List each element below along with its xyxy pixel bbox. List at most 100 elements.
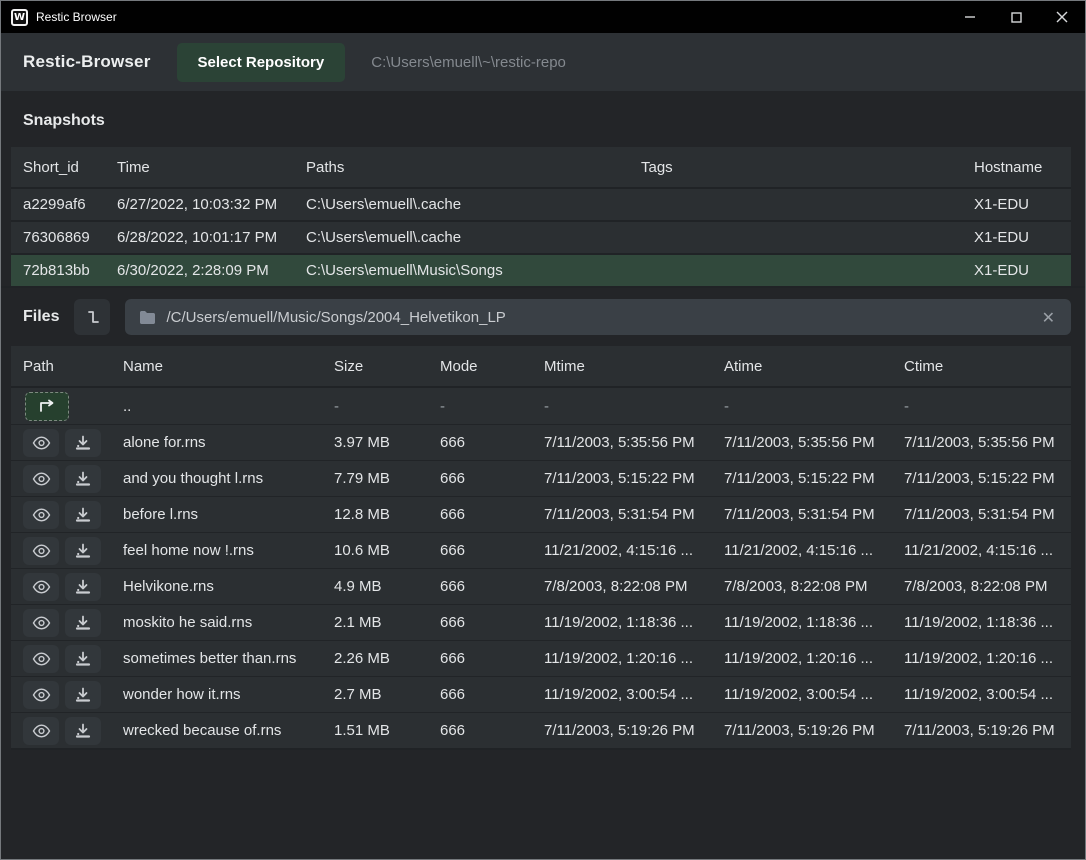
file-mtime: 7/11/2003, 5:35:56 PM (544, 434, 695, 451)
snapshots-title: Snapshots (23, 112, 105, 129)
file-mode: 666 (440, 506, 466, 523)
file-row[interactable]: wonder how it.rns 2.7 MB 666 11/19/2002,… (11, 676, 1071, 712)
select-repository-button[interactable]: Select Repository (176, 42, 346, 82)
snapshot-paths: C:\Users\emuell\Music\Songs (306, 262, 503, 279)
file-size: 3.97 MB (334, 434, 390, 451)
eye-icon (32, 507, 50, 522)
file-name: Helvikone.rns (123, 578, 214, 595)
preview-file-button[interactable] (23, 716, 59, 745)
preview-file-button[interactable] (23, 464, 59, 493)
file-atime: 7/11/2003, 5:19:26 PM (724, 722, 875, 739)
file-mtime: - (544, 397, 549, 415)
file-size: 2.1 MB (334, 614, 382, 631)
file-mtime: 7/11/2003, 5:31:54 PM (544, 506, 695, 523)
file-name: and you thought l.rns (123, 470, 264, 487)
download-file-button[interactable] (65, 644, 101, 673)
preview-file-button[interactable] (23, 608, 59, 637)
file-mode: 666 (440, 722, 466, 739)
column-header-size: Size (334, 357, 364, 375)
file-mode: - (440, 397, 445, 415)
up-directory-arrow-icon (40, 399, 54, 412)
clear-path-button[interactable]: ✕ (1041, 307, 1055, 327)
file-atime: 11/21/2002, 4:15:16 ... (724, 542, 874, 559)
column-header-mtime: Mtime (544, 357, 585, 375)
close-button[interactable] (1039, 1, 1085, 33)
download-file-button[interactable] (65, 464, 101, 493)
repository-path: C:\Users\emuell\~\restic-repo (371, 53, 566, 71)
column-header-hostname: Hostname (974, 158, 1043, 176)
download-file-button[interactable] (65, 572, 101, 601)
download-icon (75, 651, 91, 666)
titlebar: W Restic Browser (1, 1, 1085, 33)
preview-file-button[interactable] (23, 428, 59, 457)
snapshot-hostname: X1-EDU (974, 196, 1030, 213)
snapshot-short-id: 76306869 (23, 229, 90, 246)
file-ctime: 7/11/2003, 5:31:54 PM (904, 506, 1055, 523)
file-row[interactable]: feel home now !.rns 10.6 MB 666 11/21/20… (11, 532, 1071, 568)
file-row[interactable]: Helvikone.rns 4.9 MB 666 7/8/2003, 8:22:… (11, 568, 1071, 604)
file-mtime: 7/11/2003, 5:19:26 PM (544, 722, 695, 739)
files-title: Files (23, 308, 60, 325)
preview-file-button[interactable] (23, 572, 59, 601)
maximize-icon (1010, 11, 1022, 23)
file-mode: 666 (440, 470, 466, 487)
file-row[interactable]: before l.rns 12.8 MB 666 7/11/2003, 5:31… (11, 496, 1071, 532)
file-ctime: 7/11/2003, 5:19:26 PM (904, 722, 1055, 739)
snapshot-row-selected[interactable]: 72b813bb 6/30/2022, 2:28:09 PM C:\Users\… (11, 253, 1071, 286)
file-size: 4.9 MB (334, 578, 382, 595)
file-name: before l.rns (123, 506, 199, 523)
file-atime: 7/11/2003, 5:35:56 PM (724, 434, 875, 451)
file-size: - (334, 397, 339, 415)
eye-icon (32, 651, 50, 666)
file-mtime: 11/21/2002, 4:15:16 ... (544, 542, 694, 559)
preview-file-button[interactable] (23, 500, 59, 529)
file-name: sometimes better than.rns (123, 650, 297, 667)
window-title: Restic Browser (36, 10, 117, 24)
eye-icon (32, 579, 50, 594)
file-mode: 666 (440, 686, 466, 703)
file-atime: 11/19/2002, 3:00:54 ... (724, 686, 874, 703)
download-file-button[interactable] (65, 608, 101, 637)
download-file-button[interactable] (65, 680, 101, 709)
download-file-button[interactable] (65, 428, 101, 457)
preview-file-button[interactable] (23, 536, 59, 565)
eye-icon (32, 687, 50, 702)
file-ctime: 11/19/2002, 1:18:36 ... (904, 614, 1054, 631)
tree-mode-toggle-button[interactable] (74, 299, 111, 335)
file-row[interactable]: alone for.rns 3.97 MB 666 7/11/2003, 5:3… (11, 424, 1071, 460)
maximize-button[interactable] (993, 1, 1039, 33)
snapshot-hostname: X1-EDU (974, 229, 1030, 246)
file-mtime: 11/19/2002, 1:20:16 ... (544, 650, 694, 667)
app-title: Restic-Browser (23, 52, 151, 71)
files-path-input[interactable]: /C/Users/emuell/Music/Songs/2004_Helveti… (125, 299, 1071, 335)
file-atime: 7/11/2003, 5:15:22 PM (724, 470, 875, 487)
preview-file-button[interactable] (23, 644, 59, 673)
file-row[interactable]: and you thought l.rns 7.79 MB 666 7/11/2… (11, 460, 1071, 496)
file-name: alone for.rns (123, 434, 206, 451)
eye-icon (32, 471, 50, 486)
file-mtime: 11/19/2002, 1:18:36 ... (544, 614, 694, 631)
parent-directory-row[interactable]: .. - - - - - (11, 386, 1071, 424)
download-icon (75, 471, 91, 486)
file-ctime: 11/21/2002, 4:15:16 ... (904, 542, 1054, 559)
snapshot-row[interactable]: a2299af6 6/27/2022, 10:03:32 PM C:\Users… (11, 187, 1071, 220)
file-row[interactable]: wrecked because of.rns 1.51 MB 666 7/11/… (11, 712, 1071, 748)
go-up-directory-button[interactable] (25, 391, 69, 421)
file-size: 7.79 MB (334, 470, 390, 487)
download-file-button[interactable] (65, 500, 101, 529)
minimize-button[interactable] (947, 1, 993, 33)
file-atime: 7/11/2003, 5:31:54 PM (724, 506, 875, 523)
file-mtime: 7/8/2003, 8:22:08 PM (544, 578, 688, 595)
folder-icon (140, 310, 156, 324)
file-size: 1.51 MB (334, 722, 390, 739)
download-icon (75, 579, 91, 594)
snapshot-row[interactable]: 76306869 6/28/2022, 10:01:17 PM C:\Users… (11, 220, 1071, 253)
preview-file-button[interactable] (23, 680, 59, 709)
file-name: feel home now !.rns (123, 542, 254, 559)
eye-icon (32, 435, 50, 450)
download-file-button[interactable] (65, 716, 101, 745)
download-file-button[interactable] (65, 536, 101, 565)
column-header-short-id: Short_id (23, 158, 79, 176)
file-row[interactable]: sometimes better than.rns 2.26 MB 666 11… (11, 640, 1071, 676)
file-row[interactable]: moskito he said.rns 2.1 MB 666 11/19/200… (11, 604, 1071, 640)
